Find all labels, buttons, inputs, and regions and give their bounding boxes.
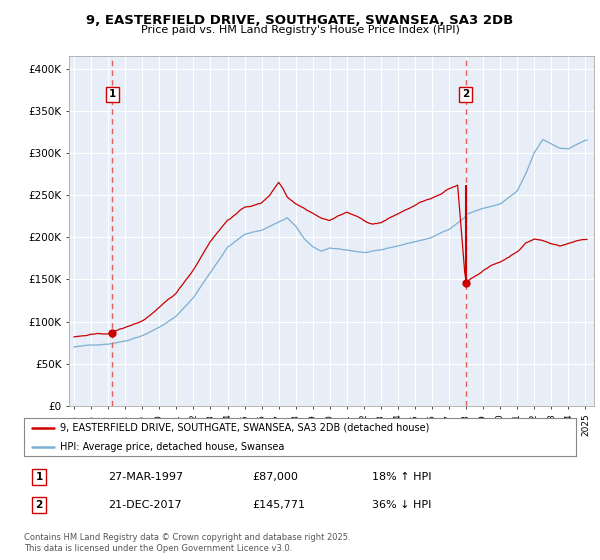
- Text: 2: 2: [462, 90, 469, 100]
- Text: 9, EASTERFIELD DRIVE, SOUTHGATE, SWANSEA, SA3 2DB: 9, EASTERFIELD DRIVE, SOUTHGATE, SWANSEA…: [86, 14, 514, 27]
- Text: Contains HM Land Registry data © Crown copyright and database right 2025.
This d: Contains HM Land Registry data © Crown c…: [24, 533, 350, 553]
- Text: £145,771: £145,771: [252, 500, 305, 510]
- Text: 9, EASTERFIELD DRIVE, SOUTHGATE, SWANSEA, SA3 2DB (detached house): 9, EASTERFIELD DRIVE, SOUTHGATE, SWANSEA…: [60, 423, 429, 433]
- Text: Price paid vs. HM Land Registry's House Price Index (HPI): Price paid vs. HM Land Registry's House …: [140, 25, 460, 35]
- Text: 21-DEC-2017: 21-DEC-2017: [108, 500, 182, 510]
- Text: 1: 1: [35, 472, 43, 482]
- Text: 1: 1: [109, 90, 116, 100]
- Text: 18% ↑ HPI: 18% ↑ HPI: [372, 472, 431, 482]
- Text: 2: 2: [35, 500, 43, 510]
- Text: 27-MAR-1997: 27-MAR-1997: [108, 472, 183, 482]
- Text: 36% ↓ HPI: 36% ↓ HPI: [372, 500, 431, 510]
- Text: HPI: Average price, detached house, Swansea: HPI: Average price, detached house, Swan…: [60, 442, 284, 452]
- Text: £87,000: £87,000: [252, 472, 298, 482]
